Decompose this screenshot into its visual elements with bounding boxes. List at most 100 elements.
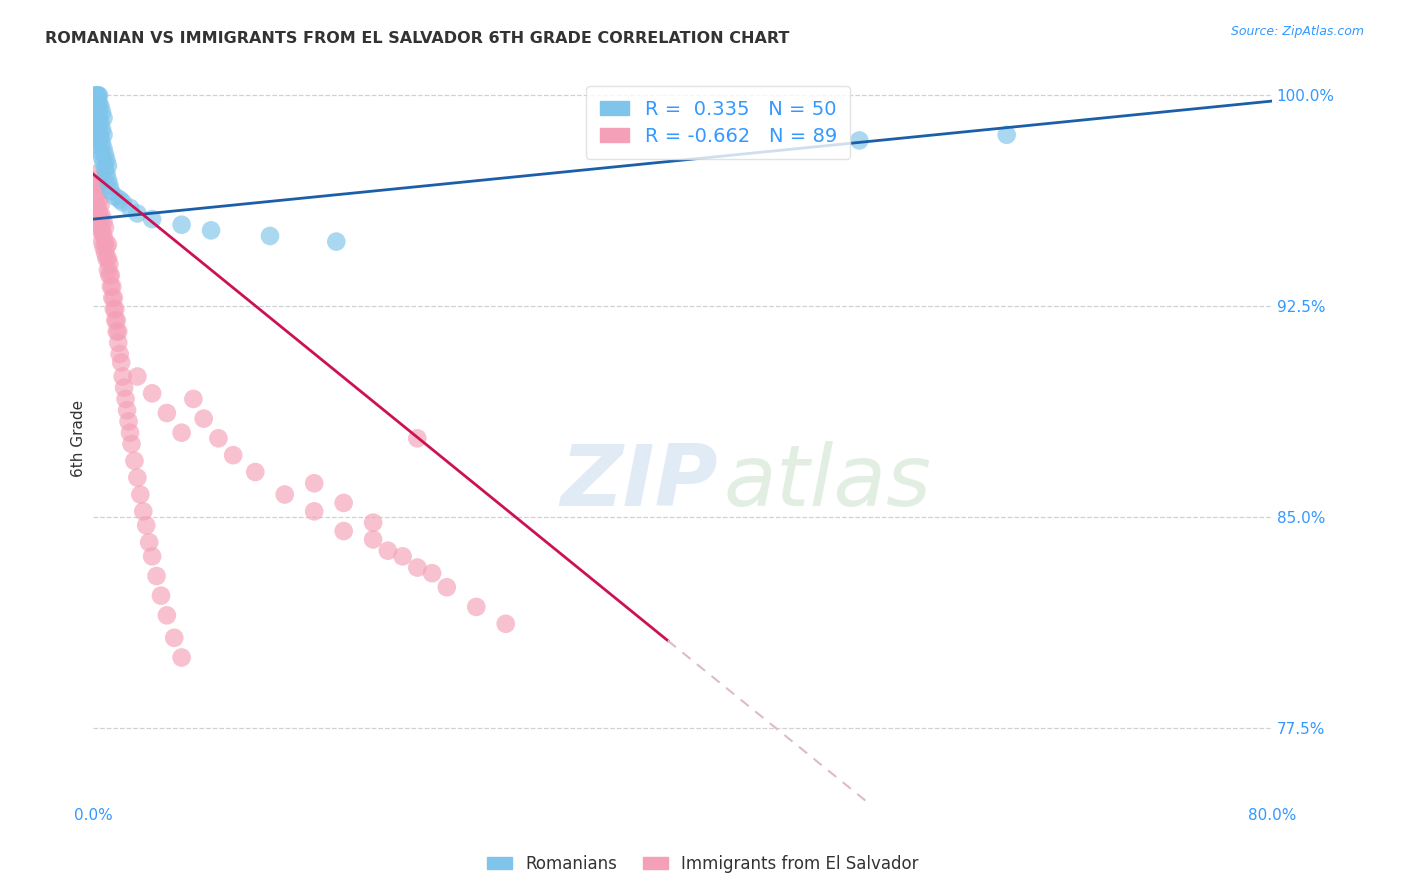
Point	[96, 252, 118, 266]
Point	[129, 487, 152, 501]
Point	[222, 448, 245, 462]
Point	[465, 599, 488, 614]
Point	[98, 257, 121, 271]
Point	[114, 392, 136, 406]
Point	[94, 235, 117, 249]
Point	[86, 88, 108, 103]
Point	[193, 411, 215, 425]
Point	[98, 178, 121, 193]
Point	[302, 476, 325, 491]
Point	[100, 279, 122, 293]
Point	[259, 229, 281, 244]
Point	[127, 470, 149, 484]
Point	[112, 381, 135, 395]
Point	[325, 235, 347, 249]
Point	[97, 252, 120, 266]
Point	[87, 128, 110, 142]
Point	[87, 96, 110, 111]
Point	[91, 223, 114, 237]
Point	[90, 100, 112, 114]
Y-axis label: 6th Grade: 6th Grade	[72, 400, 86, 477]
Point	[87, 88, 110, 103]
Point	[97, 237, 120, 252]
Point	[90, 198, 112, 212]
Point	[93, 215, 115, 229]
Point	[94, 245, 117, 260]
Point	[86, 173, 108, 187]
Point	[138, 535, 160, 549]
Point	[97, 159, 120, 173]
Point	[124, 454, 146, 468]
Point	[420, 566, 443, 581]
Point	[141, 212, 163, 227]
Point	[117, 414, 139, 428]
Point	[200, 223, 222, 237]
Point	[361, 516, 384, 530]
Point	[96, 167, 118, 181]
Point	[90, 145, 112, 159]
Point	[118, 425, 141, 440]
Point	[149, 589, 172, 603]
Text: ROMANIAN VS IMMIGRANTS FROM EL SALVADOR 6TH GRADE CORRELATION CHART: ROMANIAN VS IMMIGRANTS FROM EL SALVADOR …	[45, 31, 789, 46]
Point	[97, 173, 120, 187]
Point	[274, 487, 297, 501]
Point	[87, 218, 110, 232]
Text: atlas: atlas	[724, 441, 932, 524]
Point	[83, 88, 105, 103]
Point	[141, 549, 163, 564]
Point	[302, 504, 325, 518]
Point	[94, 161, 117, 176]
Point	[108, 347, 131, 361]
Point	[87, 206, 110, 220]
Point	[84, 88, 107, 103]
Point	[83, 167, 105, 181]
Text: ZIP: ZIP	[560, 441, 718, 524]
Point	[94, 147, 117, 161]
Legend: Romanians, Immigrants from El Salvador: Romanians, Immigrants from El Salvador	[481, 848, 925, 880]
Point	[127, 206, 149, 220]
Point	[86, 103, 108, 117]
Point	[86, 186, 108, 201]
Point	[86, 201, 108, 215]
Point	[104, 313, 127, 327]
Point	[145, 569, 167, 583]
Point	[361, 533, 384, 547]
Point	[83, 117, 105, 131]
Point	[83, 103, 105, 117]
Point	[87, 178, 110, 193]
Point	[332, 496, 354, 510]
Point	[86, 88, 108, 103]
Point	[183, 392, 205, 406]
Point	[207, 431, 229, 445]
Point	[110, 355, 132, 369]
Point	[406, 560, 429, 574]
Point	[135, 518, 157, 533]
Point	[332, 524, 354, 538]
Point	[170, 425, 193, 440]
Point	[132, 504, 155, 518]
Point	[163, 631, 186, 645]
Point	[245, 465, 267, 479]
Point	[141, 386, 163, 401]
Point	[86, 212, 108, 227]
Point	[495, 616, 517, 631]
Point	[90, 212, 112, 227]
Point	[995, 128, 1018, 142]
Point	[90, 130, 112, 145]
Point	[93, 128, 115, 142]
Point	[86, 94, 108, 108]
Point	[94, 220, 117, 235]
Point	[98, 268, 121, 283]
Point	[118, 201, 141, 215]
Point	[848, 133, 870, 147]
Point	[87, 139, 110, 153]
Point	[91, 105, 114, 120]
Point	[91, 209, 114, 223]
Point	[93, 156, 115, 170]
Point	[100, 184, 122, 198]
Point	[84, 122, 107, 136]
Point	[377, 543, 399, 558]
Point	[127, 369, 149, 384]
Point	[101, 279, 124, 293]
Point	[91, 136, 114, 151]
